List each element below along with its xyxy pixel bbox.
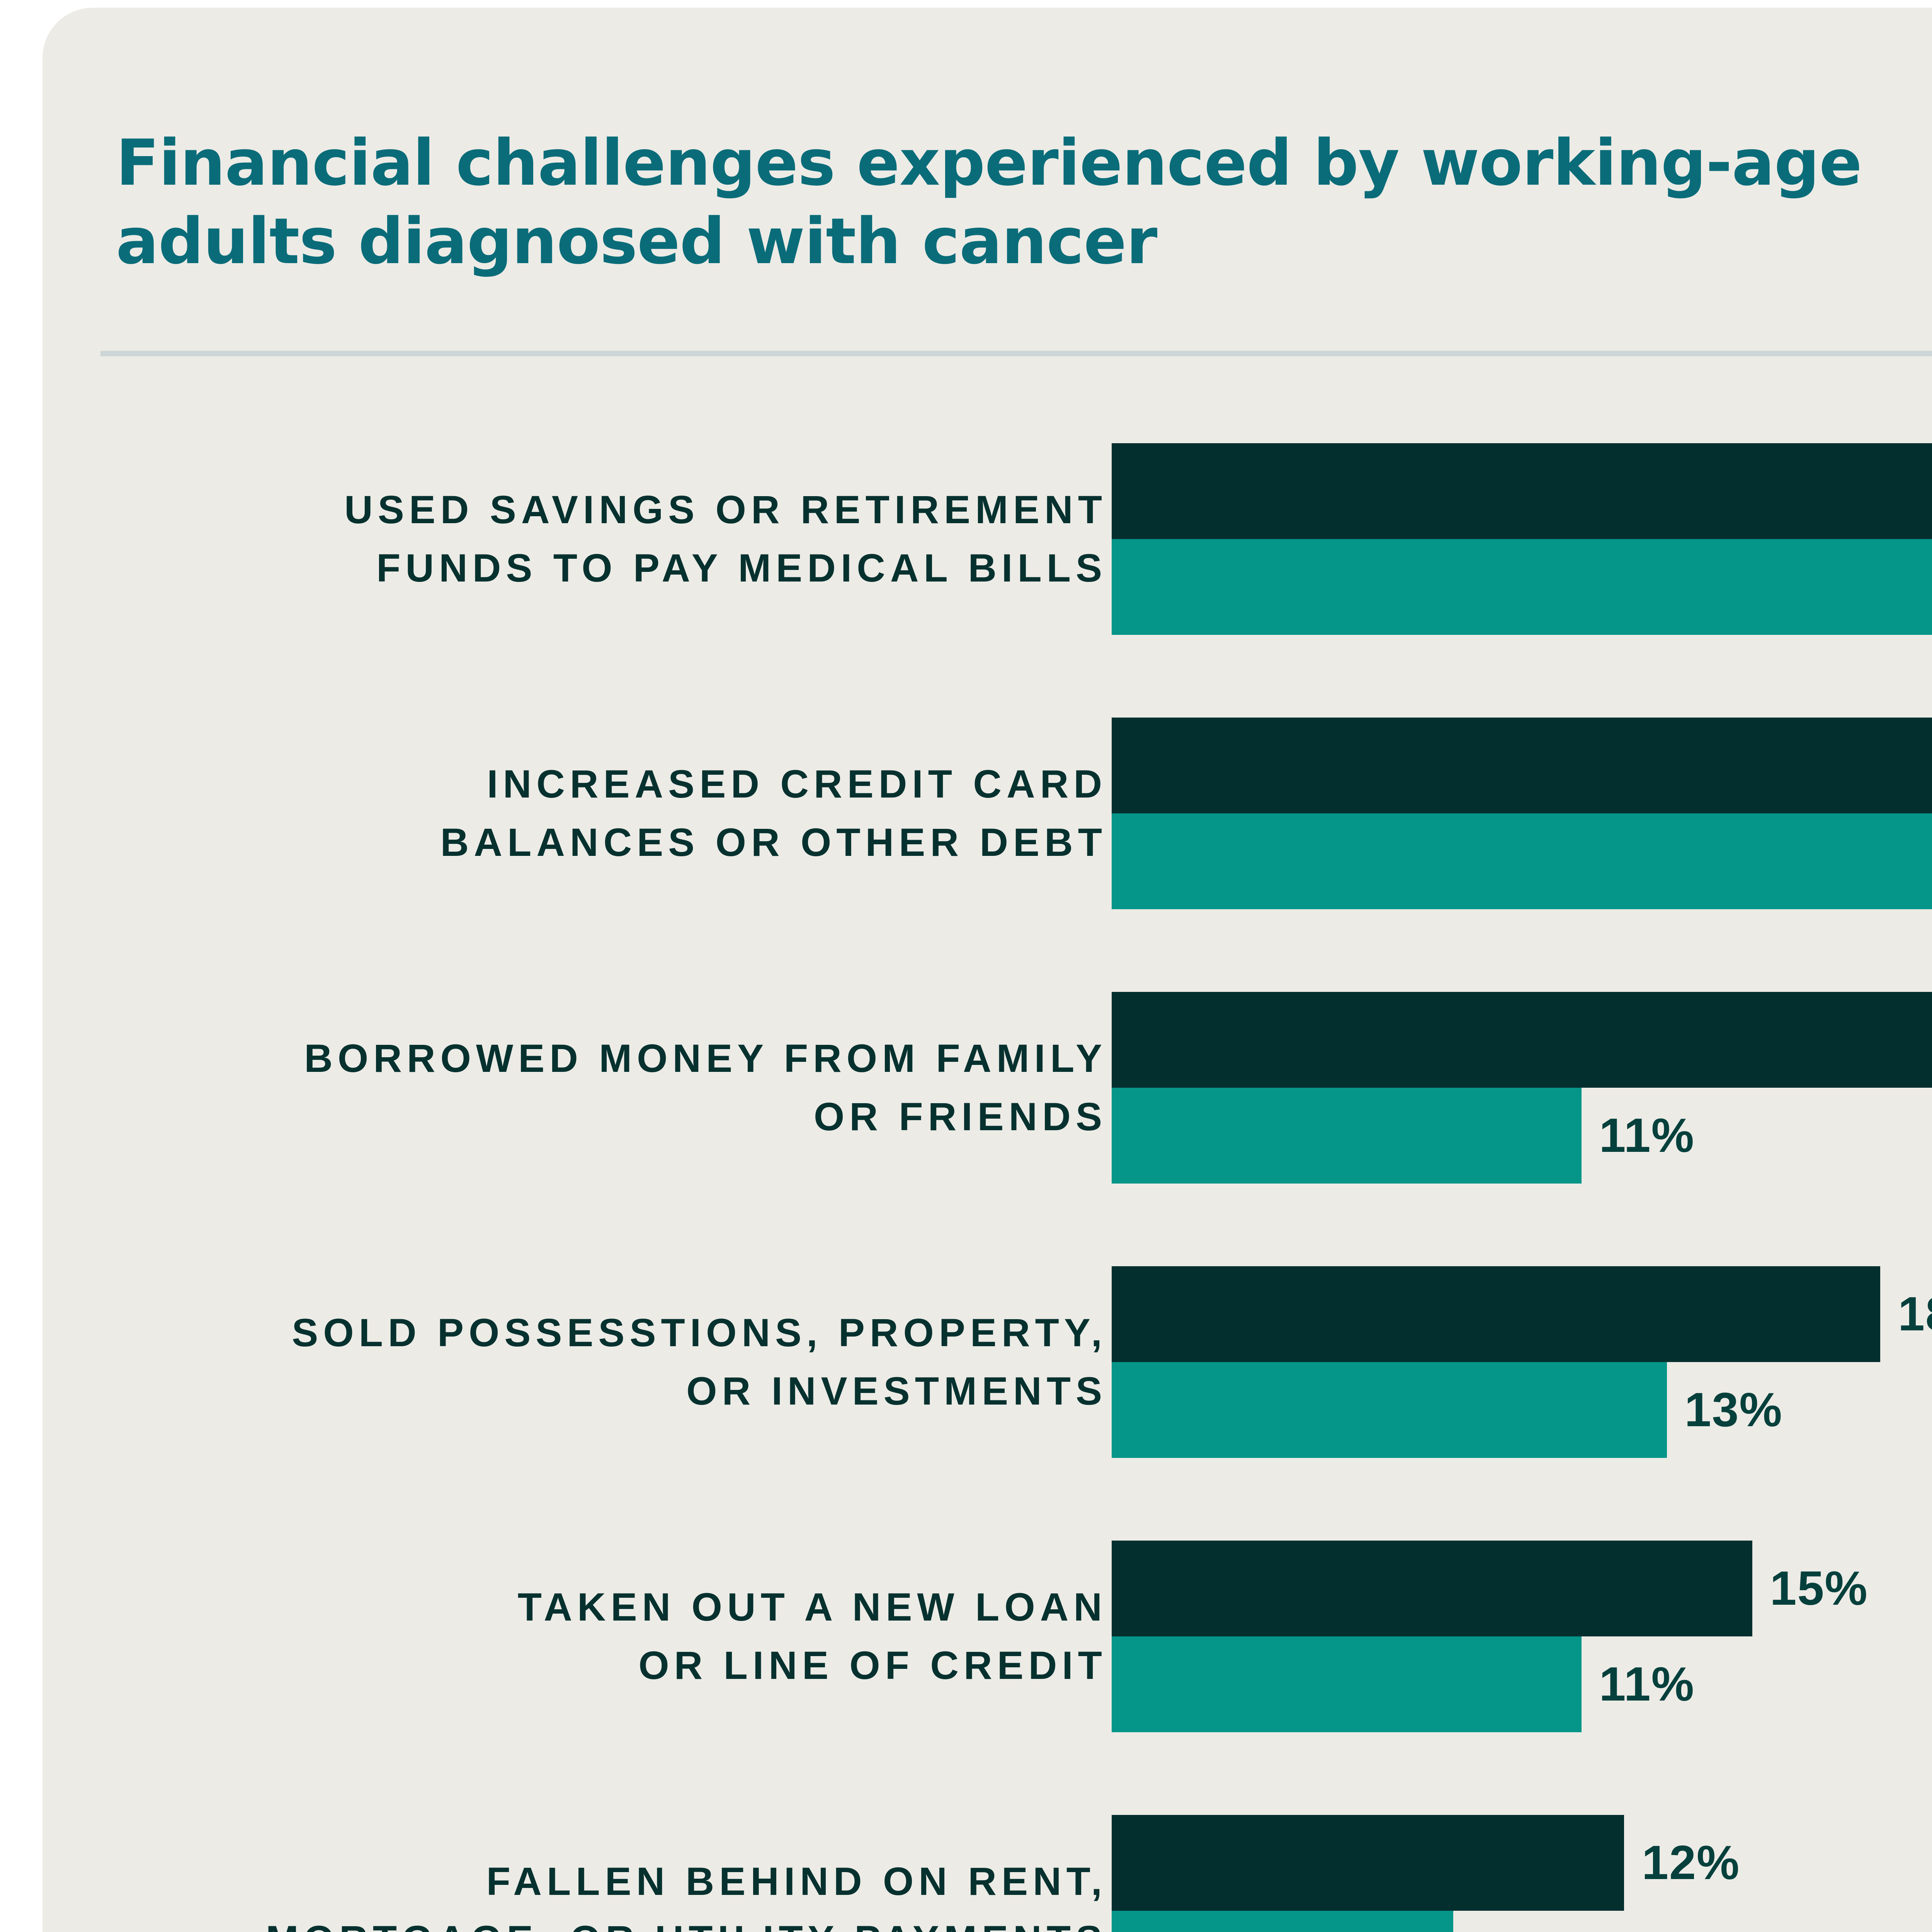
- bar-group: INCREASED CREDIT CARD BALANCES OR OTHER …: [43, 676, 1932, 951]
- bar-series-1[interactable]: [1112, 1541, 1752, 1636]
- bar-group: FALLEN BEHIND ON RENT, MORTGAGE, OR UTIL…: [43, 1774, 1932, 1932]
- bar-group-bars: 20%11%: [1112, 992, 1932, 1184]
- bar-series-2[interactable]: [1112, 1088, 1582, 1184]
- bar-series-2[interactable]: [1112, 1636, 1582, 1732]
- bar-group: USED SAVINGS OR RETIREMENT FUNDS TO PAY …: [43, 402, 1932, 676]
- bar-group: SOLD POSSESSTIONS, PROPERTY, OR INVESTME…: [43, 1225, 1932, 1499]
- bar-value-label: 11%: [1599, 1109, 1695, 1162]
- bar-row: 30%: [1112, 718, 1932, 813]
- bar-group: BORROWED MONEY FROM FAMILY OR FRIENDS20%…: [43, 951, 1932, 1225]
- bar-group-bars: 30%27%: [1112, 718, 1932, 909]
- bar-series-1[interactable]: [1112, 718, 1932, 813]
- bar-row: 39%: [1112, 443, 1932, 539]
- bar-value-label: 12%: [1642, 1836, 1740, 1889]
- chart-header: Financial challenges experienced by work…: [43, 8, 1932, 356]
- bar-series-1[interactable]: [1112, 1266, 1880, 1362]
- bar-series-2[interactable]: [1112, 539, 1932, 635]
- bar-group-bars: 18% 13%: [1112, 1266, 1932, 1458]
- bar-series-2[interactable]: [1112, 813, 1932, 909]
- bar-group-bars: 12% 8%: [1112, 1815, 1932, 1932]
- page-title: Financial challenges experienced by work…: [116, 126, 1862, 279]
- bar-value-label: 15%: [1770, 1562, 1868, 1615]
- category-label: USED SAVINGS OR RETIREMENT FUNDS TO PAY …: [344, 488, 1107, 590]
- header-divider: [100, 351, 1932, 356]
- category-label: FALLEN BEHIND ON RENT, MORTGAGE, OR UTIL…: [266, 1859, 1107, 1932]
- chart-card: Financial challenges experienced by work…: [43, 8, 1932, 1932]
- bar-row: 29%: [1112, 539, 1932, 635]
- category-label: TAKEN OUT A NEW LOAN OR LINE OF CREDIT: [517, 1585, 1107, 1687]
- category-label: INCREASED CREDIT CARD BALANCES OR OTHER …: [440, 762, 1107, 864]
- bar-row: 15%: [1112, 1541, 1932, 1636]
- bar-row: 20%: [1112, 992, 1932, 1088]
- bar-row: 11%: [1112, 1088, 1932, 1184]
- bar-series-1[interactable]: [1112, 443, 1932, 539]
- bar-group-bars: 15% 11%: [1112, 1541, 1932, 1732]
- bar-series-1[interactable]: [1112, 992, 1932, 1088]
- bar-row: 11%: [1112, 1636, 1932, 1732]
- bar-series-2[interactable]: [1112, 1911, 1453, 1932]
- bar-series-2[interactable]: [1112, 1362, 1667, 1458]
- bar-value-label: 18%: [1898, 1287, 1932, 1341]
- bar-row: 27%: [1112, 813, 1932, 909]
- bar-series-1[interactable]: [1112, 1815, 1624, 1911]
- bar-group-bars: 39%29%: [1112, 443, 1932, 635]
- bar-value-label: 13%: [1684, 1383, 1783, 1437]
- bar-value-label: 11%: [1599, 1658, 1695, 1711]
- bar-chart: USED SAVINGS OR RETIREMENT FUNDS TO PAY …: [43, 402, 1932, 1932]
- bar-row: 18%: [1112, 1266, 1932, 1362]
- bar-group: TAKEN OUT A NEW LOAN OR LINE OF CREDIT 15…: [43, 1499, 1932, 1774]
- category-label: BORROWED MONEY FROM FAMILY OR FRIENDS: [304, 1036, 1107, 1139]
- bar-row: 8%: [1112, 1911, 1932, 1932]
- category-label: SOLD POSSESSTIONS, PROPERTY, OR INVESTME…: [292, 1311, 1107, 1413]
- bar-row: 12%: [1112, 1815, 1932, 1911]
- bar-row: 13%: [1112, 1362, 1932, 1458]
